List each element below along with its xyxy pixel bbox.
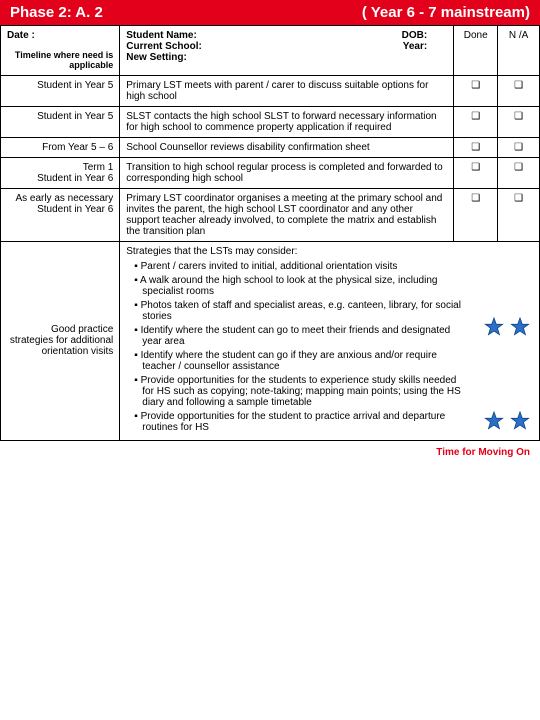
na-checkbox[interactable]: ❑ <box>498 106 540 137</box>
date-timeline-cell: Date : Timeline where need is applicable <box>1 26 120 76</box>
strategies-list: Parent / carers invited to initial, addi… <box>126 261 469 433</box>
dob-label: DOB: <box>402 30 448 41</box>
table-row: From Year 5 – 6 School Counsellor review… <box>1 137 540 157</box>
task-cell: Transition to high school regular proces… <box>120 157 454 188</box>
task-cell: Primary LST meets with parent / carer to… <box>120 75 454 106</box>
date-label: Date : <box>7 30 113 41</box>
info-row: Date : Timeline where need is applicable… <box>1 26 540 76</box>
na-checkbox[interactable]: ❑ <box>498 75 540 106</box>
star-icon <box>509 316 531 338</box>
list-item: Photos taken of staff and specialist are… <box>134 300 469 322</box>
task-cell: Primary LST coordinator organises a meet… <box>120 188 454 241</box>
year-label: Year: <box>403 41 447 52</box>
table-row: As early as necessary Student in Year 6 … <box>1 188 540 241</box>
done-header: Done <box>454 26 498 76</box>
done-checkbox[interactable]: ❑ <box>454 106 498 137</box>
na-checkbox[interactable]: ❑ <box>498 157 540 188</box>
new-setting-label: New Setting: <box>126 52 447 63</box>
phase-header: Phase 2: A. 2 ( Year 6 - 7 mainstream) <box>0 0 540 25</box>
list-item: Identify where the student can go to mee… <box>134 325 469 347</box>
student-name-label: Student Name: <box>126 30 197 41</box>
timeline-cell: As early as necessary Student in Year 6 <box>1 188 120 241</box>
done-checkbox[interactable]: ❑ <box>454 188 498 241</box>
table-row: Term 1 Student in Year 6 Transition to h… <box>1 157 540 188</box>
list-item: Provide opportunities for the student to… <box>134 411 469 433</box>
list-item: Parent / carers invited to initial, addi… <box>134 261 469 272</box>
na-checkbox[interactable]: ❑ <box>498 188 540 241</box>
strategies-timeline: Good practice strategies for additional … <box>1 241 120 440</box>
task-cell: SLST contacts the high school SLST to fo… <box>120 106 454 137</box>
done-checkbox[interactable]: ❑ <box>454 75 498 106</box>
transition-table: Date : Timeline where need is applicable… <box>0 25 540 441</box>
star-icon <box>483 410 505 432</box>
done-checkbox[interactable]: ❑ <box>454 137 498 157</box>
na-header: N /A <box>498 26 540 76</box>
timeline-header-label: Timeline where need is applicable <box>7 51 113 71</box>
timeline-cell: From Year 5 – 6 <box>1 137 120 157</box>
star-icon <box>509 410 531 432</box>
strategies-intro: Strategies that the LSTs may consider: <box>126 246 469 257</box>
list-item: Provide opportunities for the students t… <box>134 375 469 408</box>
header-right: ( Year 6 - 7 mainstream) <box>362 4 530 21</box>
timeline-cell: Term 1 Student in Year 6 <box>1 157 120 188</box>
timeline-b: Student in Year 6 <box>7 173 113 184</box>
na-checkbox[interactable]: ❑ <box>498 137 540 157</box>
strategies-cell: Strategies that the LSTs may consider: P… <box>120 241 540 440</box>
footer-text: Time for Moving On <box>0 441 540 464</box>
student-info-cell: Student Name: DOB: Current School: Year:… <box>120 26 454 76</box>
timeline-cell: Student in Year 5 <box>1 106 120 137</box>
list-item: Identify where the student can go if the… <box>134 350 469 372</box>
star-icon <box>483 316 505 338</box>
table-row: Student in Year 5 SLST contacts the high… <box>1 106 540 137</box>
current-school-label: Current School: <box>126 41 202 52</box>
header-left: Phase 2: A. 2 <box>10 4 103 21</box>
timeline-a: As early as necessary <box>7 193 113 204</box>
timeline-cell: Student in Year 5 <box>1 75 120 106</box>
task-cell: School Counsellor reviews disability con… <box>120 137 454 157</box>
table-row: Student in Year 5 Primary LST meets with… <box>1 75 540 106</box>
timeline-a: Term 1 <box>7 162 113 173</box>
done-checkbox[interactable]: ❑ <box>454 157 498 188</box>
timeline-b: Student in Year 6 <box>7 204 113 215</box>
list-item: A walk around the high school to look at… <box>134 275 469 297</box>
strategies-row: Good practice strategies for additional … <box>1 241 540 440</box>
